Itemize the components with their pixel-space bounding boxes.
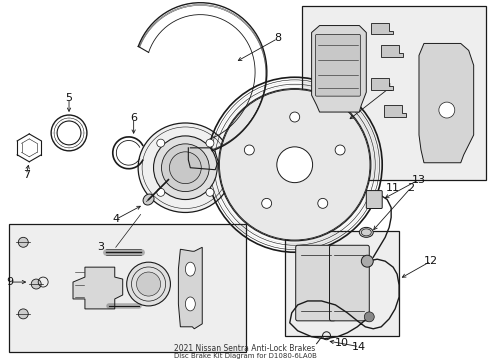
Ellipse shape	[359, 228, 373, 237]
Polygon shape	[178, 247, 202, 329]
Polygon shape	[371, 23, 393, 35]
Ellipse shape	[143, 194, 154, 205]
Circle shape	[206, 139, 214, 147]
Polygon shape	[381, 45, 403, 57]
Polygon shape	[419, 44, 474, 163]
Text: 9: 9	[6, 277, 13, 287]
Circle shape	[335, 145, 345, 155]
Ellipse shape	[277, 147, 313, 183]
Circle shape	[318, 198, 328, 208]
Ellipse shape	[138, 123, 233, 212]
Circle shape	[127, 262, 171, 306]
Circle shape	[262, 198, 271, 208]
Circle shape	[220, 90, 370, 240]
FancyBboxPatch shape	[316, 35, 360, 96]
Circle shape	[361, 255, 373, 267]
Circle shape	[290, 112, 300, 122]
Circle shape	[31, 279, 41, 289]
Bar	[9, 224, 246, 352]
Polygon shape	[312, 26, 367, 112]
FancyBboxPatch shape	[367, 190, 382, 208]
Text: 6: 6	[130, 113, 137, 123]
Text: 7: 7	[23, 170, 30, 180]
Text: 14: 14	[352, 342, 367, 352]
FancyBboxPatch shape	[329, 245, 369, 321]
Text: 1: 1	[386, 83, 392, 93]
Circle shape	[153, 136, 217, 199]
Circle shape	[439, 102, 455, 118]
Text: Disc Brake Kit Diagram for D1080-6LA0B: Disc Brake Kit Diagram for D1080-6LA0B	[173, 353, 317, 359]
Text: 4: 4	[112, 215, 119, 224]
Circle shape	[157, 139, 165, 147]
Circle shape	[206, 188, 214, 196]
Text: 8: 8	[274, 33, 281, 44]
Circle shape	[364, 312, 374, 322]
Ellipse shape	[185, 297, 196, 311]
Polygon shape	[384, 105, 406, 117]
Text: 11: 11	[386, 183, 400, 193]
Text: 5: 5	[66, 93, 73, 103]
Text: 2: 2	[408, 183, 415, 193]
Circle shape	[245, 145, 254, 155]
Bar	[302, 6, 486, 180]
Circle shape	[137, 272, 161, 296]
Circle shape	[18, 237, 28, 247]
Circle shape	[18, 309, 28, 319]
Polygon shape	[73, 267, 122, 309]
FancyBboxPatch shape	[295, 245, 336, 321]
Text: 12: 12	[424, 256, 438, 266]
Circle shape	[162, 144, 209, 192]
Text: 2021 Nissan Sentra Anti-Lock Brakes: 2021 Nissan Sentra Anti-Lock Brakes	[174, 344, 316, 353]
Text: 13: 13	[412, 175, 426, 185]
Text: 10: 10	[335, 338, 348, 348]
Ellipse shape	[185, 262, 196, 276]
Bar	[285, 231, 399, 336]
Text: 3: 3	[98, 242, 104, 252]
Circle shape	[170, 152, 201, 184]
Circle shape	[157, 188, 165, 196]
Polygon shape	[371, 78, 393, 90]
